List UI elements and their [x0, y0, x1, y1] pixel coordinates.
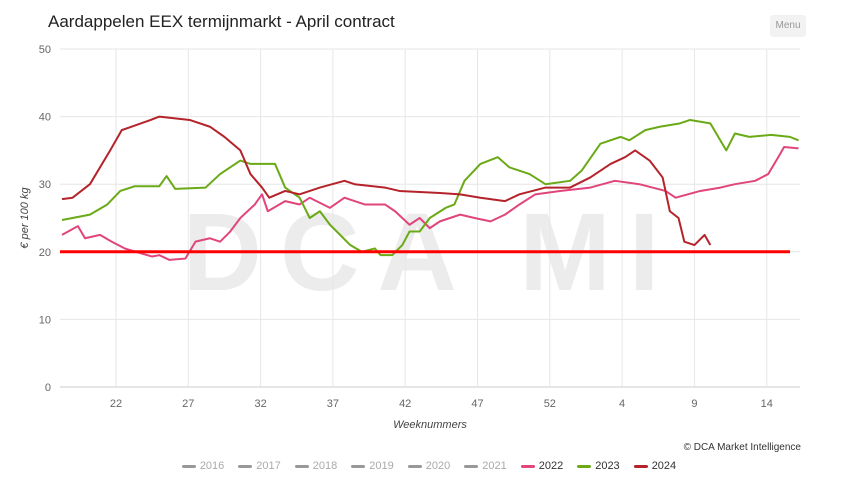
legend-swatch: [633, 464, 648, 468]
legend-label: 2021: [482, 460, 507, 472]
credit-text: © DCA Market Intelligence: [683, 442, 801, 453]
legend-item-2023[interactable]: 2023: [577, 460, 620, 472]
legend-swatch: [407, 464, 422, 468]
series-line-2022: [61, 146, 799, 261]
x-tick-label: 27: [182, 398, 194, 410]
legend-item-2022[interactable]: 2022: [520, 460, 564, 472]
legend-swatch: [181, 464, 196, 468]
y-tick-label: 40: [39, 112, 51, 124]
x-tick-label: 37: [327, 398, 339, 410]
x-tick-label: 14: [761, 398, 773, 410]
legend-label: 2016: [199, 460, 225, 472]
legend-swatch: [520, 464, 535, 468]
legend-item-2017[interactable]: 2017: [238, 460, 281, 472]
legend-swatch: [294, 464, 309, 468]
x-tick-label: 32: [254, 398, 266, 410]
legend: 2016 2017 2018 2019 2020 2021 2022 2023 2024: [0, 460, 858, 472]
legend-label: 2024: [651, 460, 677, 472]
legend-item-2019[interactable]: 2019: [351, 460, 394, 472]
legend-label: 2020: [425, 460, 451, 472]
legend-swatch: [351, 464, 366, 468]
legend-item-2020[interactable]: 2020: [407, 460, 451, 472]
series-line-2023: [61, 118, 799, 257]
x-tick-label: 9: [691, 398, 697, 410]
legend-item-2018[interactable]: 2018: [294, 460, 338, 472]
legend-label: 2017: [256, 460, 281, 472]
x-tick-label: 47: [471, 398, 483, 410]
legend-swatch: [577, 464, 592, 468]
y-axis-label: € per 100 kg: [19, 187, 31, 249]
y-tick-label: 10: [39, 314, 51, 326]
y-tick-label: 20: [39, 247, 51, 259]
legend-label: 2018: [312, 460, 338, 472]
legend-swatch: [238, 464, 253, 468]
legend-label: 2023: [595, 460, 620, 472]
legend-label: 2022: [538, 460, 564, 472]
y-tick-label: 0: [45, 382, 51, 394]
legend-item-2016[interactable]: 2016: [181, 460, 225, 472]
legend-label: 2019: [369, 460, 394, 472]
menu-button[interactable]: Menu: [770, 15, 806, 37]
chart-title: Aardappelen EEX termijnmarkt - April con…: [48, 12, 395, 31]
legend-swatch: [464, 464, 479, 468]
x-tick-label: 4: [619, 398, 625, 410]
y-tick-label: 50: [39, 44, 51, 56]
legend-item-2024[interactable]: 2024: [633, 460, 677, 472]
x-tick-label: 42: [399, 398, 411, 410]
legend-item-2021[interactable]: 2021: [464, 460, 507, 472]
y-tick-label: 30: [39, 179, 51, 191]
x-axis-label: Weeknummers: [393, 419, 467, 431]
x-tick-label: 22: [110, 398, 122, 410]
series-line-2024: [61, 115, 712, 247]
x-tick-label: 52: [544, 398, 556, 410]
